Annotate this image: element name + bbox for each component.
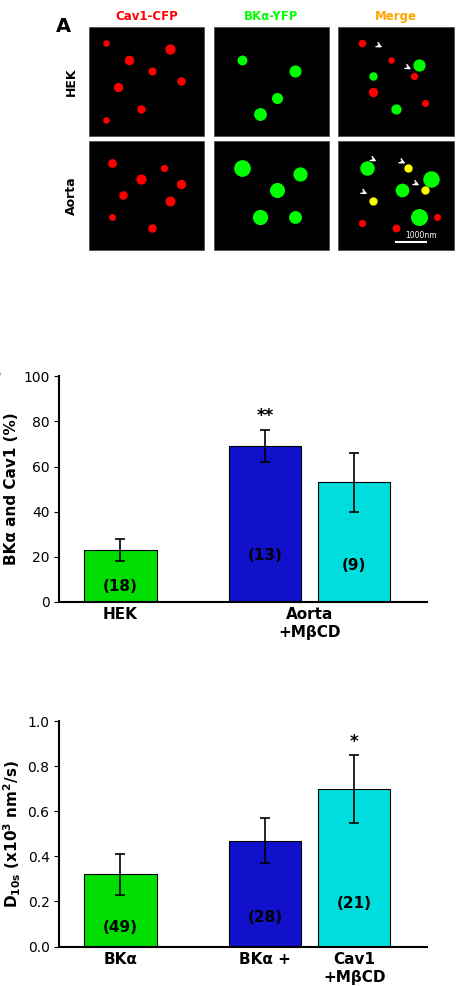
FancyBboxPatch shape: [338, 141, 454, 249]
FancyBboxPatch shape: [213, 141, 329, 249]
Text: 1000nm: 1000nm: [405, 231, 437, 240]
Bar: [229, 447, 301, 601]
Text: (18): (18): [103, 579, 138, 594]
Text: Aorta: Aorta: [64, 176, 78, 215]
Bar: [84, 875, 156, 947]
Text: Cav1-CFP: Cav1-CFP: [115, 10, 178, 24]
Bar: [318, 789, 391, 947]
Text: A: A: [55, 18, 71, 36]
Y-axis label: $\mathbf{D_{10s}}$ $\mathbf{(x10^3\ nm^2/s)}$: $\mathbf{D_{10s}}$ $\mathbf{(x10^3\ nm^2…: [2, 760, 23, 908]
Y-axis label: Colocalization of
BKα and Cav1 (%): Colocalization of BKα and Cav1 (%): [0, 413, 19, 565]
Bar: [229, 841, 301, 947]
Text: Merge: Merge: [375, 10, 417, 24]
Bar: [318, 482, 391, 601]
Text: (9): (9): [342, 558, 366, 574]
FancyBboxPatch shape: [89, 27, 204, 136]
Text: (13): (13): [248, 547, 283, 563]
Text: HEK: HEK: [64, 67, 78, 96]
Text: (28): (28): [247, 910, 283, 926]
Bar: [84, 550, 156, 601]
Text: (49): (49): [103, 920, 138, 935]
Text: (21): (21): [337, 896, 372, 911]
FancyBboxPatch shape: [89, 141, 204, 249]
Text: BKα-YFP: BKα-YFP: [244, 10, 299, 24]
Text: **: **: [256, 407, 274, 425]
Text: *: *: [350, 733, 358, 751]
FancyBboxPatch shape: [213, 27, 329, 136]
FancyBboxPatch shape: [338, 27, 454, 136]
